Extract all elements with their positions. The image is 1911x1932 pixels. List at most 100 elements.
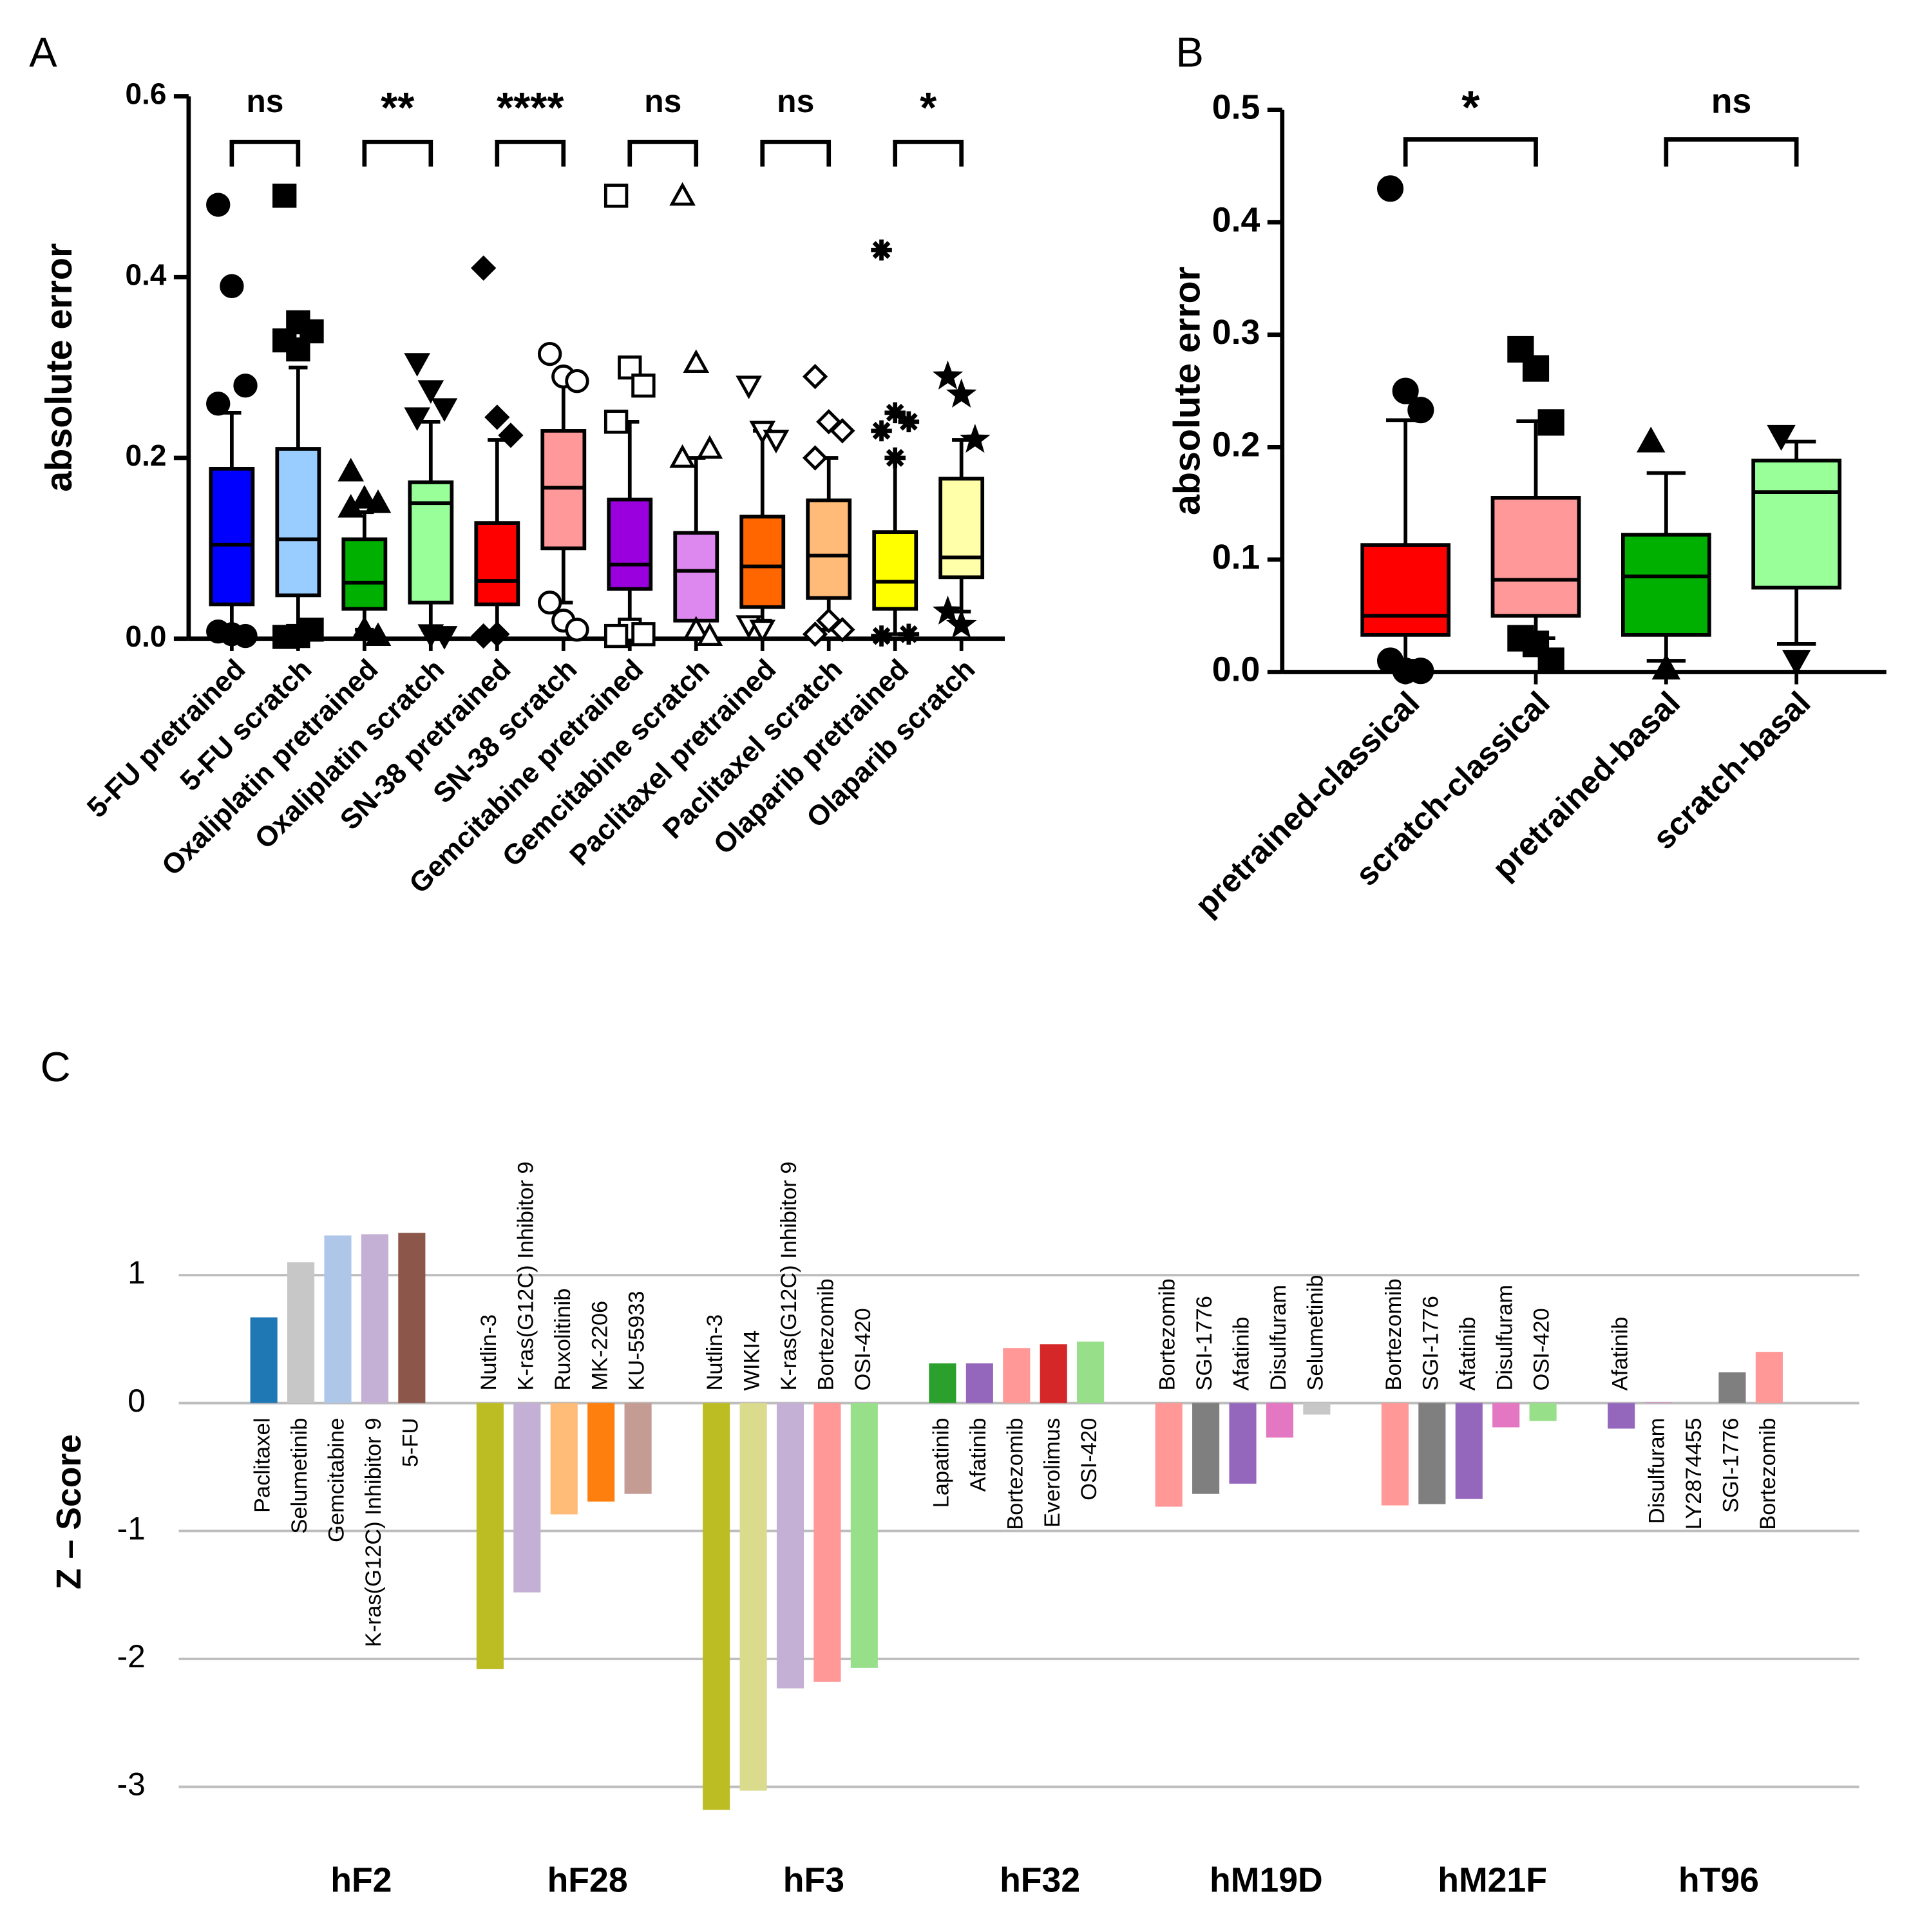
- outlier: [565, 618, 589, 642]
- bar: [1077, 1341, 1105, 1403]
- group-label: hF3: [783, 1861, 844, 1899]
- bar: [1718, 1372, 1746, 1403]
- outlier: [404, 407, 431, 431]
- significance-bracket: [627, 140, 699, 167]
- bar: [550, 1403, 578, 1515]
- bar-label: Disulfuram: [1492, 1285, 1517, 1391]
- y-axis-label: Z – Score: [50, 1434, 88, 1589]
- outlier: [802, 364, 828, 390]
- bar: [813, 1403, 841, 1682]
- group-label: hM21F: [1438, 1861, 1547, 1899]
- bar-label: Afatinib: [1456, 1317, 1480, 1391]
- outlier: [932, 595, 964, 625]
- significance-bracket: [229, 140, 301, 167]
- bar: [1303, 1403, 1331, 1415]
- outlier: [946, 378, 977, 408]
- bar: [324, 1235, 352, 1403]
- y-axis-label: absolute error: [39, 243, 80, 492]
- box: [1360, 543, 1451, 637]
- outlier: [404, 353, 431, 377]
- outlier: [365, 489, 392, 513]
- bar: [587, 1403, 615, 1502]
- bar-label: Everolimus: [1040, 1418, 1065, 1528]
- group-label: hM19D: [1210, 1861, 1323, 1899]
- y-tick-label: 0.2: [1212, 425, 1260, 464]
- bar: [624, 1403, 652, 1494]
- outlier: [1767, 424, 1796, 451]
- outlier: [1392, 377, 1419, 404]
- box: [673, 531, 719, 623]
- bar: [513, 1403, 541, 1593]
- bar-label: SGI-1776: [1418, 1296, 1443, 1390]
- y-tick-label: -1: [117, 1510, 146, 1546]
- significance-bracket: [893, 140, 964, 167]
- bar: [1455, 1403, 1483, 1499]
- box: [209, 467, 255, 607]
- box: [408, 480, 454, 605]
- y-tick-label: 1: [128, 1255, 146, 1291]
- bar-label: Paclitaxel: [251, 1418, 275, 1513]
- bar-label: Bortezomib: [1382, 1278, 1406, 1390]
- outlier: [749, 620, 776, 643]
- y-tick-label: 0.0: [1212, 650, 1260, 689]
- y-tick-label: 0.0: [126, 620, 167, 653]
- outlier: [898, 623, 920, 645]
- box: [275, 447, 321, 598]
- bar: [476, 1403, 504, 1669]
- bar-label: Disulfuram: [1645, 1418, 1669, 1524]
- outlier: [351, 616, 378, 640]
- significance-label: ns: [777, 83, 814, 119]
- outlier: [206, 392, 231, 416]
- outlier: [669, 182, 696, 206]
- bar-label: LY2874455: [1682, 1418, 1706, 1530]
- box: [1621, 533, 1711, 637]
- group-label: hF28: [547, 1861, 628, 1899]
- bar: [739, 1403, 767, 1791]
- significance-bracket: [495, 140, 566, 167]
- bar: [1492, 1403, 1520, 1428]
- box: [938, 477, 985, 580]
- outlier: [802, 621, 828, 647]
- bar: [1040, 1344, 1067, 1403]
- bar: [1229, 1403, 1257, 1484]
- bar: [1755, 1352, 1783, 1403]
- bar-label: Disulfuram: [1266, 1285, 1291, 1391]
- box: [1490, 496, 1581, 618]
- bar: [250, 1317, 278, 1403]
- outlier: [286, 337, 310, 362]
- outlier: [1537, 409, 1564, 436]
- outlier: [484, 621, 510, 647]
- bar-label: K-ras(G12C) Inhibitor 9: [777, 1162, 801, 1391]
- outlier: [960, 423, 991, 453]
- outlier: [351, 485, 378, 509]
- bar: [776, 1403, 804, 1689]
- significance-label: *: [920, 84, 937, 132]
- outlier: [1537, 647, 1564, 674]
- bar: [287, 1262, 315, 1403]
- y-tick-label: 0.4: [1212, 200, 1260, 239]
- bar: [965, 1363, 993, 1403]
- outlier: [736, 375, 762, 399]
- box: [474, 521, 520, 607]
- bar-label: Afatinib: [966, 1418, 991, 1492]
- bar-label: Bortezomib: [1155, 1278, 1180, 1390]
- significance-label: ****: [497, 84, 564, 132]
- outlier: [898, 411, 920, 433]
- outlier: [233, 623, 258, 649]
- bar-label: OSI-420: [851, 1308, 875, 1390]
- outlier: [1636, 426, 1666, 453]
- box: [806, 498, 852, 600]
- outlier: [365, 622, 392, 646]
- group-label: hF32: [1000, 1861, 1080, 1899]
- outlier: [631, 622, 656, 647]
- outlier: [417, 380, 444, 404]
- outlier: [470, 255, 497, 281]
- outlier: [484, 404, 510, 430]
- bar-label: OSI-420: [1077, 1418, 1101, 1501]
- y-axis-label: absolute error: [1166, 267, 1208, 515]
- outlier: [220, 274, 244, 298]
- outlier: [206, 619, 231, 644]
- bar: [361, 1234, 388, 1403]
- panel-label: A: [29, 29, 57, 76]
